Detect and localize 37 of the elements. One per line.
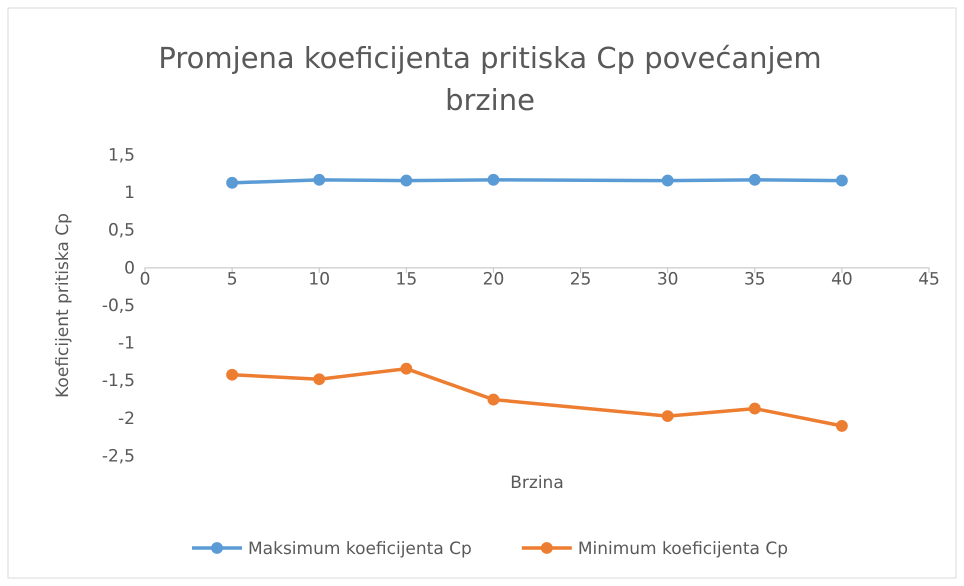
x-tick-label: 30 — [656, 269, 678, 290]
point — [662, 410, 674, 422]
x-tick-label: 10 — [308, 269, 330, 290]
x-tick-label: 15 — [396, 269, 418, 290]
y-tick-label: -2 — [118, 408, 135, 429]
point — [226, 368, 238, 381]
point — [836, 420, 848, 432]
point — [836, 174, 848, 186]
x-tick-label: 45 — [918, 269, 940, 290]
legend-label: Minimum koeficijenta Cp — [578, 538, 788, 559]
x-tick-label: 20 — [482, 269, 504, 290]
point — [488, 394, 500, 406]
y-tick-label: -2,5 — [102, 446, 135, 466]
point — [400, 174, 412, 186]
y-axis-title: Koeficijent pritiska Cp — [53, 213, 73, 398]
x-tick-label: 0 — [140, 269, 150, 290]
point — [662, 174, 674, 186]
point — [748, 174, 761, 186]
legend-label: Maksimum koeficijenta Cp — [248, 538, 472, 559]
chart-title: Promjena koeficijenta pritiska Cp povećanjem brzine — [158, 41, 822, 117]
point — [313, 373, 326, 386]
y-tick-label: -1 — [118, 334, 135, 354]
point — [748, 402, 761, 414]
point — [313, 174, 326, 186]
x-tick-label: 40 — [831, 269, 853, 290]
point — [488, 174, 500, 186]
point — [226, 176, 238, 189]
x-tick-label: 25 — [570, 269, 592, 290]
y-tick-label: 0,5 — [108, 220, 135, 241]
x-tick-label: 5 — [226, 269, 238, 290]
x-axis-title: Brzina — [510, 473, 564, 493]
y-tick-label: 1 — [124, 183, 135, 204]
y-tick-label: -1,5 — [102, 371, 135, 392]
point — [400, 362, 412, 375]
x-tick-label: 35 — [744, 269, 766, 290]
y-tick-label: 1,5 — [108, 145, 135, 166]
y-tick-label: -0,5 — [102, 296, 135, 316]
